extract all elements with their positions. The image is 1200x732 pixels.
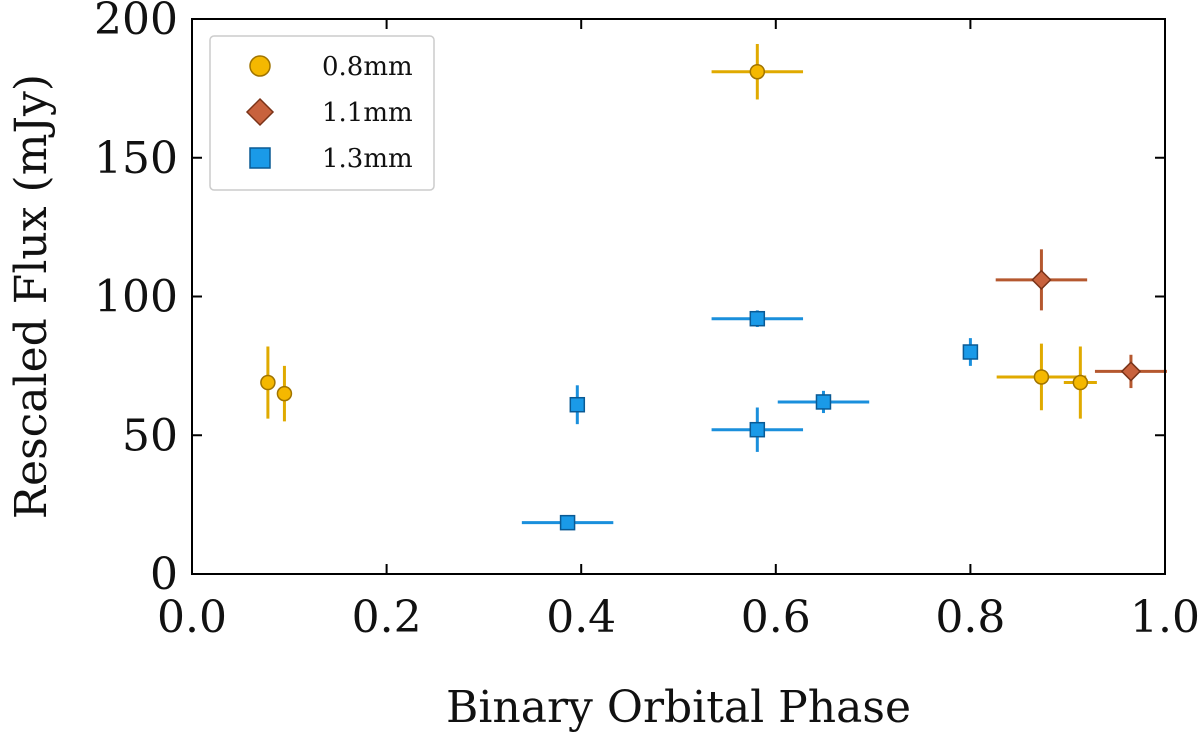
series-1.3mm xyxy=(521,310,979,531)
square-marker xyxy=(569,396,586,413)
square-marker xyxy=(749,310,766,327)
x-tick-label: 0.8 xyxy=(935,592,1005,643)
data-point xyxy=(777,390,870,414)
data-points xyxy=(260,43,1167,531)
circle-marker xyxy=(260,374,276,391)
legend-square-marker xyxy=(249,147,271,169)
legend-circle-marker xyxy=(249,55,271,77)
data-point xyxy=(995,249,1088,311)
data-point xyxy=(996,343,1087,411)
diamond-marker xyxy=(1031,269,1052,291)
y-tick-label: 200 xyxy=(94,0,178,45)
data-point xyxy=(962,338,979,366)
axes: 0.0 0.2 0.4 0.6 0.8 1.0 0 50 100 150 200 xyxy=(94,0,1200,643)
circle-marker xyxy=(1033,369,1050,385)
square-marker xyxy=(962,344,979,360)
x-tick-label: 0.4 xyxy=(546,592,616,643)
y-tick-label: 0 xyxy=(150,549,178,600)
data-point xyxy=(276,365,293,422)
legend-diamond-marker xyxy=(245,97,275,127)
diamond-marker xyxy=(1120,361,1142,382)
legend-label: 1.3mm xyxy=(322,144,413,174)
y-tick-label: 50 xyxy=(122,410,178,461)
y-tick-label: 100 xyxy=(94,272,178,323)
y-tick-label: 150 xyxy=(94,133,178,184)
square-marker xyxy=(559,514,576,531)
x-tick-label: 1.0 xyxy=(1130,592,1200,643)
square-marker xyxy=(749,421,766,438)
circle-marker xyxy=(1072,374,1089,391)
data-point xyxy=(569,385,586,425)
data-point xyxy=(711,43,804,100)
y-axis-label: Rescaled Flux (mJy) xyxy=(6,74,57,519)
data-point xyxy=(1094,354,1167,389)
legend: 0.8mm 1.1mm 1.3mm xyxy=(209,35,435,191)
x-tick-label: 0.2 xyxy=(352,592,422,643)
legend-label: 0.8mm xyxy=(322,52,413,82)
legend-label: 1.1mm xyxy=(322,98,413,128)
square-marker xyxy=(815,394,832,410)
data-point xyxy=(260,346,276,419)
data-point xyxy=(1063,346,1097,419)
data-point xyxy=(711,407,804,452)
x-axis-label: Binary Orbital Phase xyxy=(446,682,911,732)
x-tick-label: 0.6 xyxy=(741,592,811,643)
data-point xyxy=(521,514,614,531)
series-1.1mm xyxy=(995,249,1167,389)
data-point xyxy=(711,310,804,328)
circle-marker xyxy=(749,63,766,80)
circle-marker xyxy=(276,385,293,402)
series-0.8mm xyxy=(260,43,1097,422)
x-tick-label: 0.0 xyxy=(157,592,227,643)
